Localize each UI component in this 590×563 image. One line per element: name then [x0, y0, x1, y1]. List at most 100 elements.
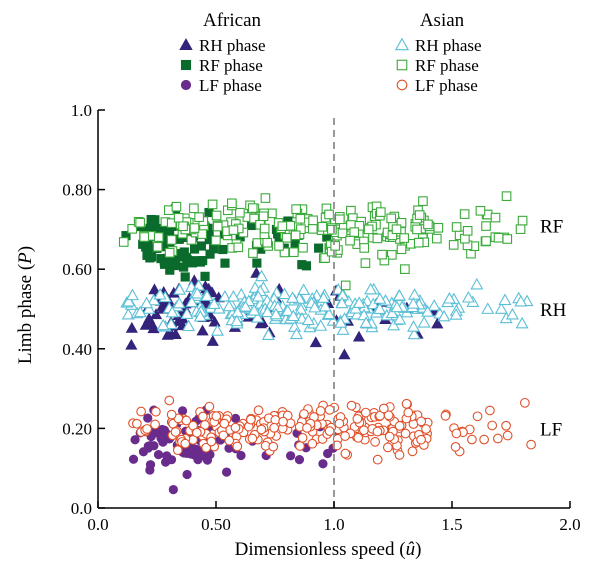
data-point: [472, 411, 483, 422]
data-point: [211, 210, 222, 221]
legend-marker-asian-lf: [396, 79, 408, 91]
data-point: [268, 441, 279, 452]
legend-entry-asian-rh: RH phase: [415, 36, 482, 55]
data-point: [307, 438, 318, 449]
data-point: [207, 297, 221, 309]
data-point: [400, 264, 410, 274]
legend-title-african: African: [203, 10, 262, 31]
data-point: [172, 296, 186, 309]
data-point: [286, 291, 300, 303]
data-point: [391, 224, 402, 235]
data-point: [252, 258, 262, 268]
data-point: [502, 430, 513, 441]
data-point: [385, 306, 399, 319]
data-point: [201, 442, 212, 453]
data-point: [145, 460, 156, 470]
data-point: [399, 233, 409, 243]
data-point: [150, 406, 161, 417]
data-point: [318, 299, 332, 312]
data-point: [309, 336, 322, 348]
data-point: [139, 318, 152, 330]
data-point: [295, 441, 305, 451]
data-point: [372, 233, 383, 244]
data-point: [413, 237, 424, 248]
data-point: [346, 400, 357, 411]
data-point: [494, 302, 508, 314]
data-point: [359, 243, 370, 253]
data-point: [142, 312, 156, 324]
data-point: [262, 237, 273, 248]
data-point: [324, 209, 334, 220]
data-point: [245, 414, 256, 425]
data-point: [517, 215, 528, 226]
data-point: [330, 241, 340, 251]
data-point: [238, 300, 253, 312]
data-point: [277, 221, 288, 231]
data-point: [357, 308, 371, 321]
legend-entry-asian-lf: LF phase: [415, 76, 478, 95]
legend-marker-asian-rf: [396, 59, 408, 71]
data-point: [317, 291, 331, 303]
data-point: [180, 438, 191, 449]
data-point: [334, 418, 345, 429]
data-point: [206, 436, 217, 447]
data-point: [170, 427, 181, 437]
data-point: [156, 433, 166, 444]
data-point: [437, 309, 451, 322]
data-point: [191, 427, 202, 438]
data-point: [372, 454, 383, 465]
data-point: [406, 297, 420, 309]
data-point: [308, 300, 322, 313]
data-point: [289, 327, 304, 340]
data-point: [308, 215, 318, 226]
data-point: [514, 294, 528, 307]
data-point: [153, 287, 167, 300]
data-point: [359, 316, 373, 328]
data-point: [442, 291, 456, 304]
data-point: [159, 259, 170, 269]
data-point: [502, 234, 513, 244]
data-point: [373, 302, 387, 314]
data-point: [127, 223, 138, 234]
data-point: [354, 220, 365, 231]
data-point: [461, 290, 475, 303]
data-point: [515, 316, 529, 329]
data-point: [198, 411, 208, 422]
y-tick-label: 1.0: [71, 101, 92, 120]
data-point: [279, 247, 290, 258]
data-point: [449, 308, 463, 320]
data-point: [281, 233, 292, 243]
data-point: [121, 307, 135, 320]
data-point: [153, 449, 164, 460]
data-point: [168, 484, 178, 495]
data-point: [414, 210, 425, 220]
data-point: [135, 217, 145, 228]
data-point: [256, 424, 267, 435]
data-point: [459, 209, 470, 219]
data-point: [133, 305, 147, 318]
data-point: [421, 305, 435, 317]
x-axis-label: Dimensionless speed (û): [235, 539, 422, 560]
data-point: [233, 242, 244, 253]
data-point: [281, 304, 295, 316]
data-point: [218, 290, 232, 302]
data-point: [179, 262, 189, 272]
data-point: [140, 296, 154, 309]
data-point: [230, 413, 241, 423]
data-point: [462, 226, 473, 236]
band-label-rh: RH: [540, 300, 567, 321]
data-point: [258, 211, 269, 222]
data-point: [130, 435, 140, 445]
data-point: [423, 219, 433, 230]
data-point: [340, 448, 351, 459]
data-point: [451, 428, 462, 439]
data-point: [164, 247, 175, 258]
data-point: [146, 214, 156, 225]
data-point: [382, 442, 393, 453]
data-point: [193, 309, 207, 322]
data-point: [166, 218, 177, 228]
data-point: [226, 290, 240, 302]
x-tick-label: 2.0: [559, 515, 580, 534]
data-point: [267, 208, 277, 219]
